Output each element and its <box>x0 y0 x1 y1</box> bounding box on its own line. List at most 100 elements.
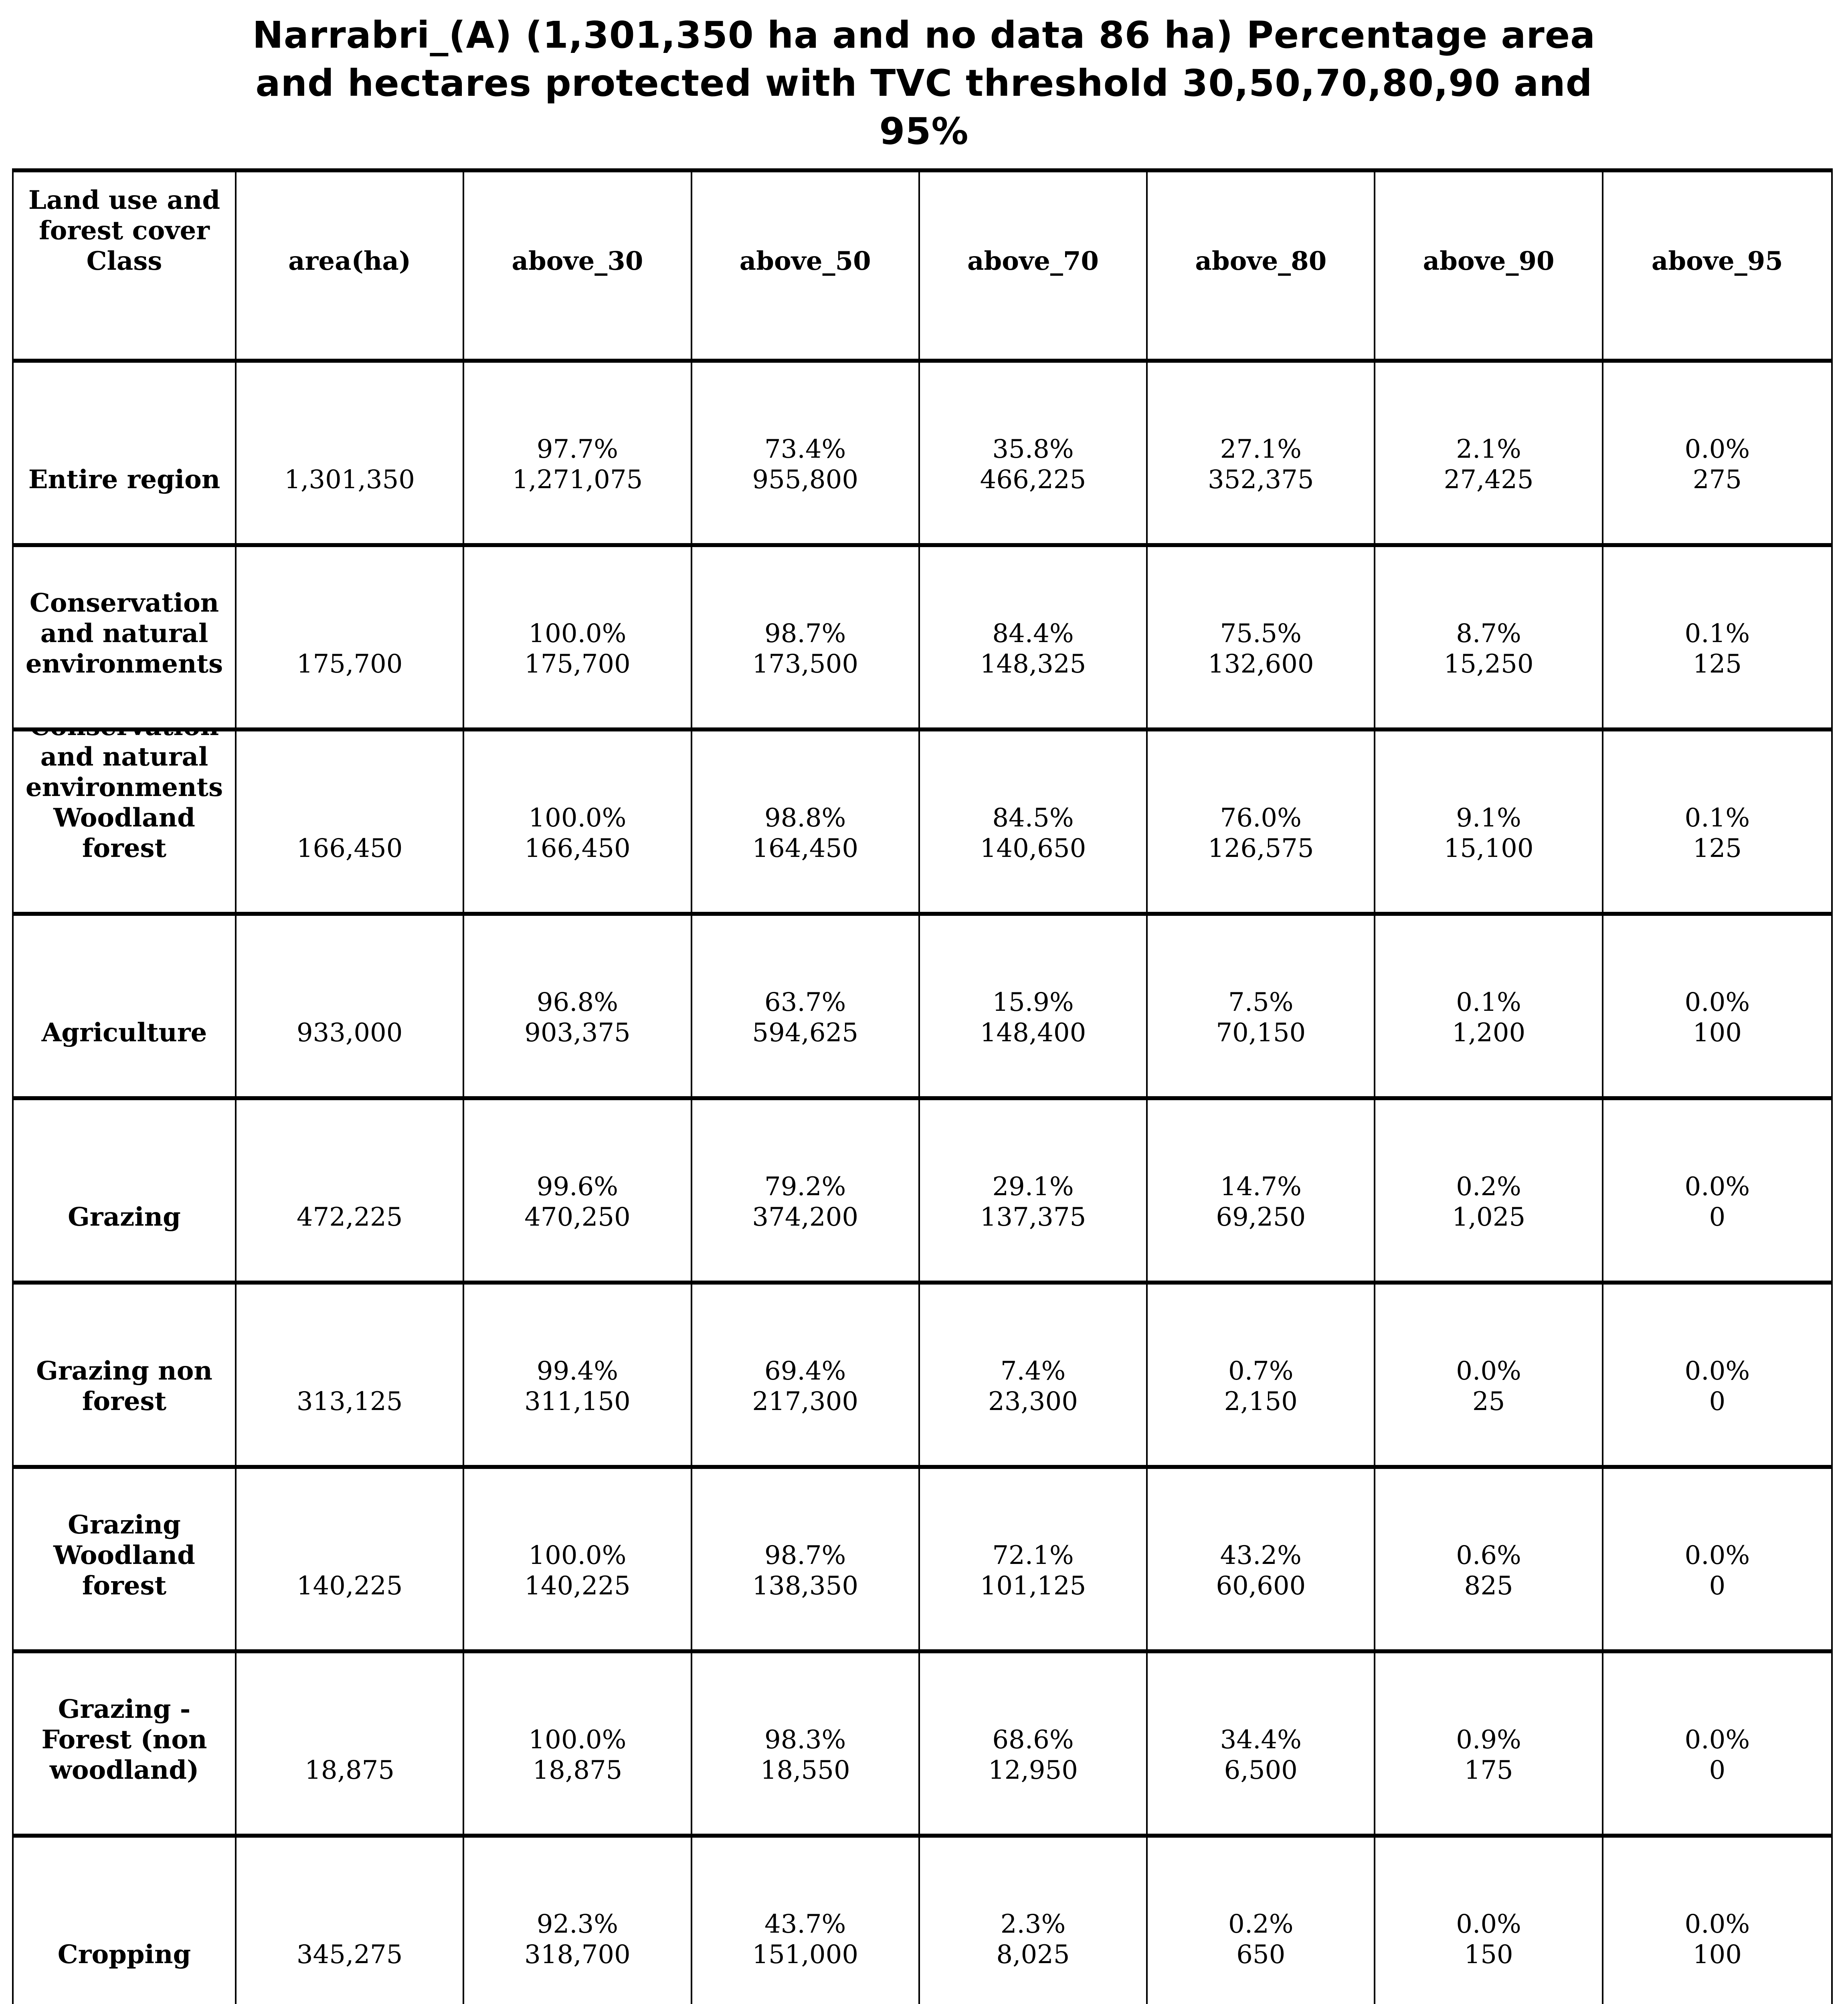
percent-value: 0.1% <box>1456 988 1521 1017</box>
header-label: above_90 <box>1423 246 1555 276</box>
row-label: Grazing Woodland forest <box>53 1510 195 1601</box>
hectares-value: 173,500 <box>752 649 859 679</box>
threshold-cell: 84.4% 148,325 <box>920 547 1148 727</box>
hectares-value: 125 <box>1692 649 1742 679</box>
percent-value: 9.1% <box>1456 803 1521 833</box>
threshold-cell: 2.1% 27,425 <box>1375 363 1603 543</box>
table-row: Agriculture 933,000 96.8% 903,375 63.7% 594,6… <box>14 916 1831 1100</box>
hectares-value: 100 <box>1692 1018 1742 1048</box>
percent-value: 63.7% <box>764 988 846 1017</box>
row-label-cell: Grazing Woodland forest <box>14 1469 237 1649</box>
row-label: Grazing <box>68 1202 181 1232</box>
percent-value: 0.0% <box>1684 1909 1750 1939</box>
hectares-value: 8,025 <box>996 1940 1070 1970</box>
percent-value: 2.3% <box>1000 1909 1066 1939</box>
header-cell: above_70 <box>920 172 1148 359</box>
hectares-value: 151,000 <box>752 1940 859 1970</box>
percent-value: 100.0% <box>528 803 627 833</box>
area-cell: 933,000 <box>237 916 465 1096</box>
threshold-cell: 0.7% 2,150 <box>1148 1285 1376 1465</box>
threshold-cell: 0.0% 0 <box>1603 1653 1831 1834</box>
hectares-value: 955,800 <box>752 465 859 495</box>
area-value: 1,301,350 <box>284 465 415 495</box>
area-value: 472,225 <box>296 1202 403 1232</box>
hectares-value: 0 <box>1709 1202 1726 1232</box>
header-label: Land use and forest cover Class <box>28 185 220 276</box>
area-value: 313,125 <box>296 1387 403 1416</box>
header-label: above_30 <box>512 246 643 276</box>
threshold-cell: 100.0% 166,450 <box>464 731 692 912</box>
table-row: Cropping 345,275 92.3% 318,700 43.7% 151,000 2… <box>14 1838 1831 2004</box>
header-label: above_50 <box>739 246 871 276</box>
percent-value: 97.7% <box>536 434 619 464</box>
hectares-value: 352,375 <box>1207 465 1314 495</box>
threshold-cell: 14.7% 69,250 <box>1148 1100 1376 1281</box>
hectares-value: 126,575 <box>1207 834 1314 863</box>
percent-value: 15.9% <box>992 988 1074 1017</box>
threshold-cell: 0.0% 25 <box>1375 1285 1603 1465</box>
table-row: Entire region 1,301,350 97.7% 1,271,075 73.4… <box>14 363 1831 547</box>
percent-value: 98.8% <box>764 803 846 833</box>
row-label: Cropping <box>57 1939 191 1970</box>
row-label: Agriculture <box>41 1018 207 1048</box>
hectares-value: 15,250 <box>1444 649 1534 679</box>
area-value: 18,875 <box>305 1756 395 1785</box>
threshold-cell: 84.5% 140,650 <box>920 731 1148 912</box>
header-cell: above_50 <box>692 172 920 359</box>
threshold-cell: 98.8% 164,450 <box>692 731 920 912</box>
percent-value: 98.7% <box>764 619 846 648</box>
threshold-cell: 35.8% 466,225 <box>920 363 1148 543</box>
threshold-cell: 0.0% 100 <box>1603 1838 1831 2004</box>
row-label-cell: Grazing - Forest (non woodland) <box>14 1653 237 1834</box>
percent-value: 73.4% <box>764 434 846 464</box>
threshold-cell: 99.4% 311,150 <box>464 1285 692 1465</box>
header-cell: above_30 <box>464 172 692 359</box>
percent-value: 43.7% <box>764 1909 846 1939</box>
threshold-cell: 97.7% 1,271,075 <box>464 363 692 543</box>
threshold-cell: 0.1% 125 <box>1603 547 1831 727</box>
row-label: Conservation and natural environments <box>25 588 223 679</box>
hectares-value: 0 <box>1709 1756 1726 1785</box>
hectares-value: 132,600 <box>1207 649 1314 679</box>
threshold-cell: 0.2% 1,025 <box>1375 1100 1603 1281</box>
percent-value: 99.4% <box>536 1356 619 1386</box>
threshold-cell: 73.4% 955,800 <box>692 363 920 543</box>
percent-value: 98.3% <box>764 1725 846 1755</box>
threshold-cell: 98.7% 138,350 <box>692 1469 920 1649</box>
hectares-value: 100 <box>1692 1940 1742 1970</box>
hectares-value: 0 <box>1709 1387 1726 1416</box>
percent-value: 8.7% <box>1456 619 1521 648</box>
page-title: Narrabri_(A) (1,301,350 ha and no data 8… <box>0 11 1848 156</box>
percent-value: 0.9% <box>1456 1725 1521 1755</box>
hectares-value: 138,350 <box>752 1571 859 1601</box>
table-row: Conservation and natural environments Wo… <box>14 731 1831 916</box>
threshold-cell: 15.9% 148,400 <box>920 916 1148 1096</box>
row-label: Grazing non forest <box>36 1356 212 1416</box>
percent-value: 14.7% <box>1220 1172 1302 1202</box>
header-cell: above_80 <box>1148 172 1376 359</box>
row-label-cell: Entire region <box>14 363 237 543</box>
threshold-cell: 9.1% 15,100 <box>1375 731 1603 912</box>
header-cell: Land use and forest cover Class <box>14 172 237 359</box>
hectares-value: 217,300 <box>752 1387 859 1416</box>
threshold-cell: 0.0% 0 <box>1603 1285 1831 1465</box>
hectares-value: 69,250 <box>1216 1202 1306 1232</box>
table-header-row: Land use and forest cover Class area(ha) a… <box>14 172 1831 363</box>
hectares-value: 318,700 <box>524 1940 631 1970</box>
percent-value: 69.4% <box>764 1356 846 1386</box>
header-label: above_70 <box>967 246 1099 276</box>
percent-value: 34.4% <box>1220 1725 1302 1755</box>
threshold-cell: 98.7% 173,500 <box>692 547 920 727</box>
page-title-text: Narrabri_(A) (1,301,350 ha and no data 8… <box>252 14 1596 153</box>
threshold-cell: 0.9% 175 <box>1375 1653 1603 1834</box>
row-label-cell: Cropping <box>14 1838 237 2004</box>
hectares-value: 470,250 <box>524 1202 631 1232</box>
threshold-cell: 98.3% 18,550 <box>692 1653 920 1834</box>
percent-value: 0.6% <box>1456 1541 1521 1570</box>
landuse-table: Land use and forest cover Class area(ha) a… <box>12 168 1833 2004</box>
hectares-value: 825 <box>1464 1571 1513 1601</box>
hectares-value: 18,550 <box>760 1756 850 1785</box>
row-label: Entire region <box>28 465 220 495</box>
threshold-cell: 100.0% 140,225 <box>464 1469 692 1649</box>
percent-value: 0.7% <box>1228 1356 1294 1386</box>
